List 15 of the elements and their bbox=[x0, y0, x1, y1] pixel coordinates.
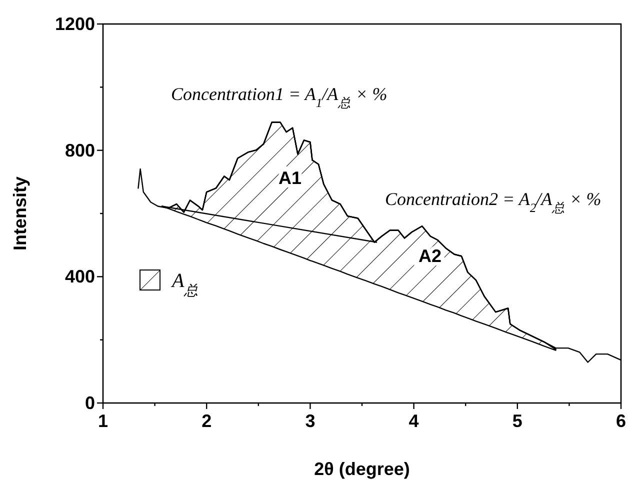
x-tick-label: 4 bbox=[408, 411, 419, 431]
x-axis-title: 2θ (degree) bbox=[314, 459, 410, 479]
y-tick-label: 0 bbox=[84, 393, 95, 413]
x-tick-label: 3 bbox=[305, 411, 316, 431]
x-tick-label: 2 bbox=[202, 411, 212, 431]
y-tick-label: 400 bbox=[64, 266, 95, 287]
legend: A$_{总}$ bbox=[140, 270, 198, 298]
x-tick-label: 5 bbox=[512, 411, 522, 431]
x-tick-label: 6 bbox=[616, 411, 626, 431]
annotation: Concentration2 = A$_{2}$/A$_{总}$ × % bbox=[385, 189, 602, 215]
y-axis-title: Intensity bbox=[10, 176, 30, 251]
y-tick-label: 800 bbox=[64, 140, 95, 160]
annotation: Concentration1 = A$_{1}$/A$_{总}$ × % bbox=[171, 84, 388, 110]
y-tick-label: 1200 bbox=[54, 14, 95, 34]
x-tick-label: 1 bbox=[98, 411, 108, 431]
